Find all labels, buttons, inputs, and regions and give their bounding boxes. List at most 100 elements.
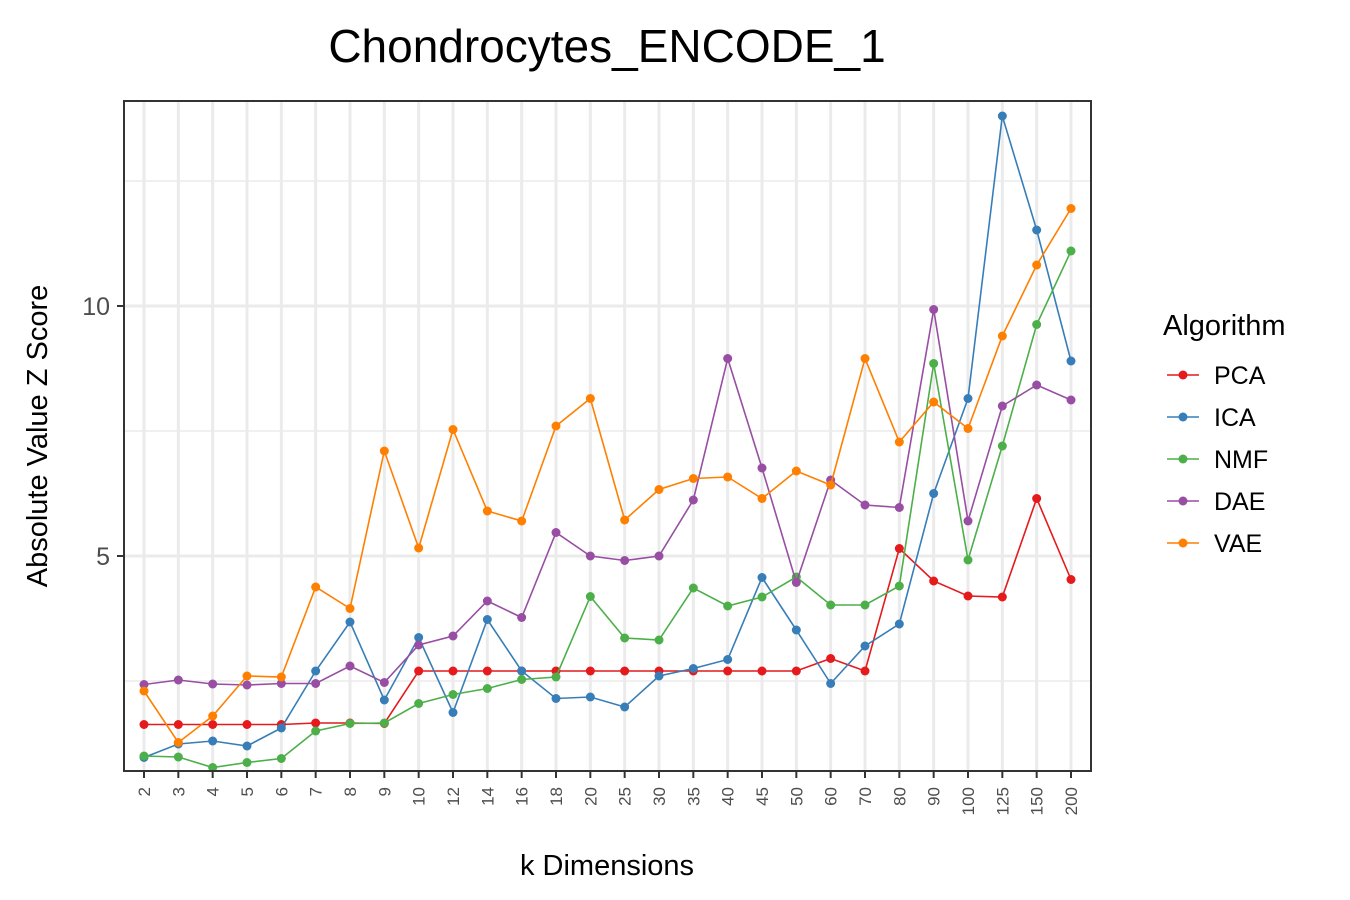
series-line-pca — [144, 496, 1072, 726]
data-point — [723, 655, 733, 664]
legend-label: NMF — [1214, 446, 1268, 474]
data-point — [757, 592, 767, 602]
x-tick-label: 18 — [547, 787, 566, 806]
x-tick-label: 150 — [1028, 787, 1047, 815]
data-point — [517, 666, 527, 676]
data-point — [860, 600, 870, 610]
x-tick-label: 40 — [719, 787, 738, 806]
data-point — [585, 692, 595, 702]
data-point — [173, 720, 183, 729]
data-point — [311, 582, 321, 592]
data-point — [1032, 225, 1042, 235]
data-point — [517, 613, 527, 622]
x-tick-label: 16 — [513, 787, 532, 806]
data-point — [929, 359, 939, 368]
legend-item-ica: ICA — [1167, 404, 1256, 432]
data-point — [208, 711, 218, 721]
data-point — [345, 661, 355, 671]
legend-key-point — [1178, 538, 1188, 548]
data-point — [620, 666, 630, 676]
x-tick-label: 2 — [135, 787, 154, 796]
legend-item-vae: VAE — [1167, 530, 1262, 558]
x-tick-label: 8 — [341, 787, 360, 796]
series-line-nmf — [143, 250, 1072, 769]
data-point — [345, 719, 355, 728]
data-point — [688, 495, 698, 505]
data-point — [620, 515, 630, 525]
data-point — [688, 664, 698, 673]
data-point — [997, 331, 1007, 341]
data-point — [757, 494, 767, 503]
data-point — [139, 720, 149, 729]
x-tick-label: 7 — [307, 787, 326, 796]
x-tick-label: 70 — [856, 787, 875, 806]
x-tick-label: 30 — [650, 787, 669, 806]
data-point — [826, 654, 836, 663]
x-tick-label: 50 — [787, 787, 806, 806]
data-point — [1066, 356, 1076, 366]
y-axis-title: Absolute Value Z Score — [22, 285, 54, 588]
x-axis-title: k Dimensions — [520, 850, 694, 882]
x-tick-label: 14 — [478, 787, 497, 806]
data-point — [482, 506, 492, 516]
data-point — [723, 472, 733, 482]
x-tick-label: 6 — [272, 787, 291, 796]
x-tick-label: 5 — [238, 787, 257, 796]
data-point — [963, 555, 973, 565]
data-point — [1032, 320, 1042, 329]
data-point — [242, 758, 252, 767]
data-point — [276, 679, 286, 688]
data-point — [414, 640, 424, 650]
data-point — [551, 421, 561, 431]
data-point — [173, 738, 183, 747]
data-point — [826, 600, 836, 610]
data-point — [860, 500, 870, 510]
data-point — [688, 474, 698, 483]
data-point — [929, 576, 939, 586]
data-point — [894, 619, 904, 629]
data-point — [723, 354, 733, 363]
data-point — [791, 466, 801, 476]
y-tick-label: 10 — [82, 293, 110, 321]
series-line-vae — [143, 208, 1072, 744]
data-point — [208, 763, 218, 772]
x-tick-label: 125 — [993, 787, 1012, 815]
data-point — [997, 111, 1007, 121]
data-point — [311, 718, 321, 728]
data-point — [139, 680, 149, 689]
data-point — [1032, 380, 1042, 390]
data-point — [585, 551, 595, 561]
data-point — [826, 480, 836, 490]
data-point — [276, 754, 286, 763]
data-point — [517, 516, 527, 526]
legend-key-point — [1178, 454, 1188, 464]
data-point — [1066, 575, 1076, 584]
legend-label: VAE — [1214, 530, 1262, 558]
data-point — [997, 401, 1007, 411]
data-point — [379, 718, 389, 728]
data-point — [482, 684, 492, 693]
data-point — [242, 680, 252, 690]
data-point — [929, 305, 939, 314]
data-point — [379, 446, 389, 456]
data-point — [654, 671, 664, 681]
data-point — [414, 666, 424, 676]
x-tick-label: 45 — [753, 787, 772, 806]
data-point — [139, 686, 149, 696]
data-point — [688, 583, 698, 593]
legend-key-point — [1178, 412, 1188, 422]
y-tick-label: 5 — [96, 543, 110, 571]
data-point — [414, 543, 424, 553]
data-point — [929, 489, 939, 498]
x-tick-label: 35 — [684, 787, 703, 806]
data-point — [208, 736, 218, 746]
data-point — [379, 678, 389, 687]
data-point — [551, 672, 561, 682]
data-point — [551, 694, 561, 703]
legend-item-dae: DAE — [1167, 488, 1265, 516]
data-point — [208, 720, 218, 729]
data-point — [482, 596, 492, 606]
